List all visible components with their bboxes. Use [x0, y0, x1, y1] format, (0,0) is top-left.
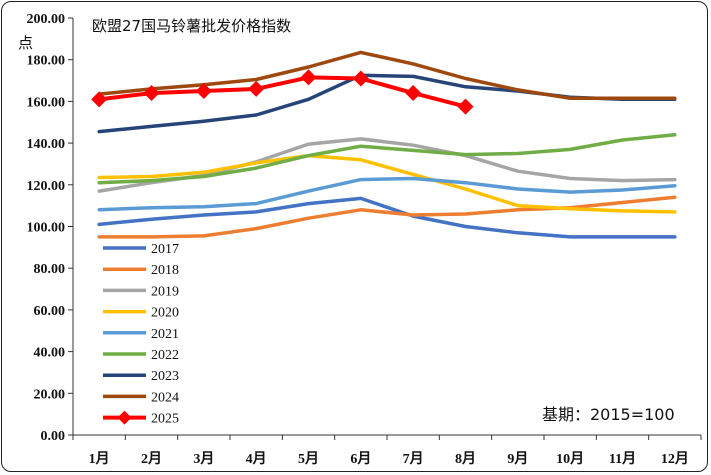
series-line-2018 [97, 195, 677, 239]
chart-title: 欧盟27国马铃薯批发价格指数 [92, 17, 291, 35]
y-tick-label: 180.00 [27, 54, 66, 69]
x-tick-label: 1月 [89, 451, 110, 467]
legend-label-2024: 2024 [151, 390, 179, 405]
x-tick-label: 3月 [193, 451, 214, 467]
legend-label-2018: 2018 [151, 263, 179, 278]
y-tick-label: 20.00 [34, 387, 66, 402]
series-point-2025 [352, 70, 369, 87]
y-tick-label: 100.00 [27, 221, 66, 236]
base-period-note: 基期：2015=100 [542, 405, 675, 424]
x-tick-label: 11月 [609, 451, 636, 467]
series-line-2021 [97, 176, 677, 212]
series-line-2020 [97, 153, 677, 214]
x-tick-label: 12月 [661, 451, 689, 467]
x-tick-label: 2月 [141, 451, 162, 467]
y-tick-label: 160.00 [27, 95, 66, 110]
legend-label-2019: 2019 [151, 284, 179, 299]
series-point-2025 [248, 80, 265, 97]
x-tick-label: 5月 [298, 451, 319, 467]
series-point-2025 [457, 98, 474, 115]
x-tick-label: 9月 [507, 451, 528, 467]
series-line-2025 [97, 75, 468, 109]
y-tick-label: 140.00 [27, 137, 66, 152]
series-point-2025 [91, 91, 108, 108]
series-point-2025 [405, 85, 422, 102]
x-tick-label: 10月 [556, 451, 584, 467]
x-tick-label: 6月 [350, 451, 371, 467]
series-line-2024 [97, 50, 677, 101]
x-tick-label: 7月 [403, 451, 424, 467]
legend: 2017 2018 2019 2020 2021 2022 2023 2024 2025 [103, 242, 179, 427]
legend-label-2021: 2021 [151, 327, 179, 342]
legend-label-2020: 2020 [151, 306, 179, 321]
series-line-2017 [97, 196, 677, 239]
legend-marker-2025 [117, 410, 132, 425]
series-line-2022 [97, 133, 677, 185]
legend-label-2025: 2025 [151, 412, 179, 427]
series-point-2025 [300, 69, 317, 86]
series-point-2025 [143, 85, 160, 102]
legend-label-2017: 2017 [151, 242, 179, 257]
x-tick-label: 4月 [246, 451, 267, 467]
y-tick-label: 120.00 [27, 179, 66, 194]
y-axis-unit-label: 点 [18, 34, 33, 52]
y-tick-label: 80.00 [34, 262, 66, 277]
y-tick-label: 40.00 [34, 346, 66, 361]
y-tick-label: 200.00 [27, 12, 66, 27]
series-point-2025 [195, 82, 212, 99]
y-tick-label: 60.00 [34, 304, 66, 319]
x-tick-label: 8月 [455, 451, 476, 467]
axes: 0.00 20.00 40.00 60.00 80.00 100.00 120.00 140.… [27, 12, 702, 467]
y-tick-label: 0.00 [41, 429, 66, 444]
series-layer [91, 50, 677, 239]
legend-label-2023: 2023 [151, 369, 179, 384]
legend-label-2022: 2022 [151, 348, 179, 363]
